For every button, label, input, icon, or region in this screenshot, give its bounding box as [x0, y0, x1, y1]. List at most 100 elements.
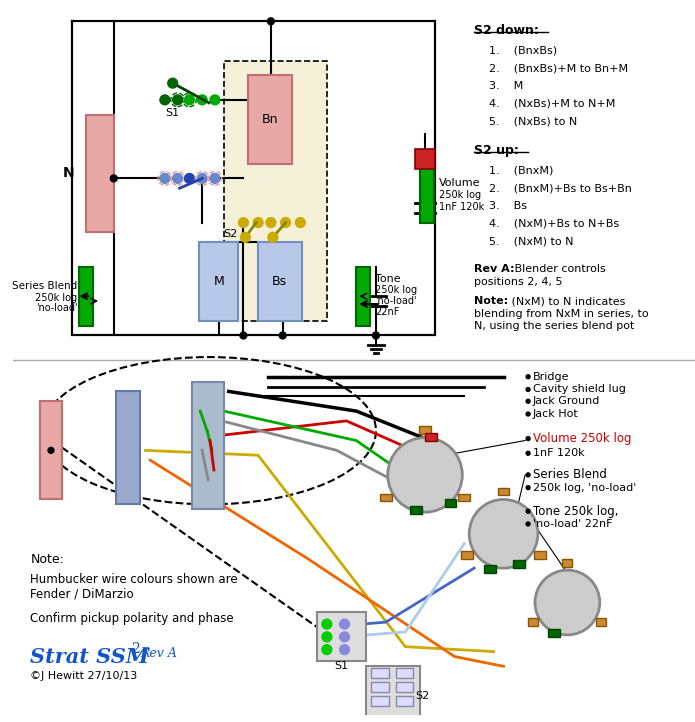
- Circle shape: [526, 509, 530, 513]
- Circle shape: [526, 473, 530, 477]
- Text: S2: S2: [415, 691, 430, 701]
- Text: N, using the series blend pot: N, using the series blend pot: [474, 321, 635, 331]
- Text: Rev A:: Rev A:: [474, 264, 514, 274]
- Bar: [317, 612, 366, 661]
- Circle shape: [295, 217, 305, 227]
- Text: Note:: Note:: [474, 296, 508, 306]
- Bar: [425, 432, 436, 440]
- Bar: [534, 551, 546, 559]
- Circle shape: [210, 95, 220, 105]
- Text: 1.    (BnxM): 1. (BnxM): [489, 165, 553, 175]
- Text: 3.    M: 3. M: [489, 81, 523, 91]
- Text: Volume: Volume: [439, 178, 480, 188]
- Circle shape: [240, 332, 247, 339]
- Text: Tone: Tone: [375, 274, 400, 284]
- Bar: [371, 669, 389, 678]
- Text: 'no-load' 22nF: 'no-load' 22nF: [533, 519, 612, 529]
- Text: ©J Hewitt 27/10/13: ©J Hewitt 27/10/13: [31, 671, 138, 682]
- Text: 5.    (NxBs) to N: 5. (NxBs) to N: [489, 116, 577, 126]
- Circle shape: [373, 332, 379, 339]
- Text: Jack Hot: Jack Hot: [533, 409, 579, 419]
- Bar: [371, 682, 389, 692]
- Circle shape: [184, 173, 195, 183]
- Circle shape: [526, 437, 530, 440]
- Circle shape: [173, 95, 183, 105]
- Circle shape: [48, 448, 54, 453]
- Circle shape: [253, 217, 263, 227]
- Circle shape: [167, 78, 178, 88]
- Bar: [528, 618, 538, 626]
- Bar: [395, 682, 414, 692]
- Bar: [248, 75, 293, 164]
- Bar: [410, 506, 422, 514]
- Text: Series Blend: Series Blend: [13, 282, 77, 292]
- Text: Rev A: Rev A: [140, 647, 177, 660]
- Text: Fender / DiMarzio: Fender / DiMarzio: [31, 588, 134, 601]
- Text: 2: 2: [131, 642, 140, 656]
- Text: S2: S2: [224, 230, 238, 240]
- Bar: [224, 61, 327, 321]
- Bar: [86, 115, 114, 232]
- Bar: [596, 618, 606, 626]
- Text: Series Blend: Series Blend: [533, 469, 607, 482]
- Text: positions 2, 4, 5: positions 2, 4, 5: [474, 277, 563, 287]
- Bar: [484, 565, 496, 573]
- Circle shape: [322, 619, 332, 629]
- Bar: [395, 669, 414, 678]
- Text: Tone 250k log,: Tone 250k log,: [533, 505, 619, 518]
- Circle shape: [240, 232, 250, 242]
- Text: 250k log: 250k log: [35, 293, 77, 303]
- Circle shape: [526, 375, 530, 378]
- Bar: [116, 391, 140, 505]
- Bar: [514, 560, 525, 568]
- Bar: [199, 242, 238, 321]
- Text: Note:: Note:: [31, 554, 64, 567]
- Text: M: M: [213, 275, 224, 288]
- Circle shape: [184, 95, 195, 105]
- Text: Bs: Bs: [272, 275, 287, 288]
- Circle shape: [322, 645, 332, 655]
- Circle shape: [526, 388, 530, 391]
- Bar: [193, 382, 224, 509]
- Bar: [420, 164, 434, 222]
- Bar: [548, 629, 559, 637]
- Circle shape: [526, 451, 530, 456]
- Bar: [562, 560, 572, 567]
- Circle shape: [526, 522, 530, 526]
- Circle shape: [322, 632, 332, 642]
- Text: 2.    (BnxBs)+M to Bn+M: 2. (BnxBs)+M to Bn+M: [489, 64, 628, 74]
- Text: 2.    (BnxM)+Bs to Bs+Bn: 2. (BnxM)+Bs to Bs+Bn: [489, 183, 632, 193]
- Circle shape: [197, 95, 207, 105]
- Bar: [498, 487, 509, 495]
- Circle shape: [340, 619, 350, 629]
- Text: 5.    (NxM) to N: 5. (NxM) to N: [489, 236, 573, 246]
- Bar: [357, 266, 370, 326]
- Text: 250k log, 'no-load': 250k log, 'no-load': [533, 482, 637, 492]
- Circle shape: [268, 232, 278, 242]
- Text: Strat SSM: Strat SSM: [31, 647, 149, 666]
- Circle shape: [340, 645, 350, 655]
- Circle shape: [388, 438, 462, 512]
- Text: Volume 250k log: Volume 250k log: [533, 432, 632, 445]
- Circle shape: [279, 332, 286, 339]
- Bar: [366, 666, 420, 722]
- Bar: [79, 266, 93, 326]
- Text: 1.    (BnxBs): 1. (BnxBs): [489, 46, 557, 56]
- Text: S1: S1: [334, 661, 349, 671]
- Circle shape: [535, 570, 600, 635]
- Circle shape: [173, 173, 183, 183]
- Circle shape: [197, 173, 207, 183]
- Circle shape: [160, 95, 170, 105]
- Circle shape: [281, 217, 291, 227]
- Circle shape: [469, 500, 538, 568]
- Bar: [461, 551, 473, 559]
- Text: 22nF: 22nF: [375, 307, 400, 317]
- Circle shape: [210, 173, 220, 183]
- Text: 250k log: 250k log: [439, 190, 481, 200]
- Text: blending from NxM in series, to: blending from NxM in series, to: [474, 309, 648, 319]
- Text: 'no-load': 'no-load': [36, 303, 77, 313]
- Text: Bn: Bn: [261, 113, 278, 126]
- Text: 'no-load': 'no-load': [375, 296, 416, 306]
- Text: 4.    (NxM)+Bs to N+Bs: 4. (NxM)+Bs to N+Bs: [489, 219, 619, 229]
- Circle shape: [526, 412, 530, 416]
